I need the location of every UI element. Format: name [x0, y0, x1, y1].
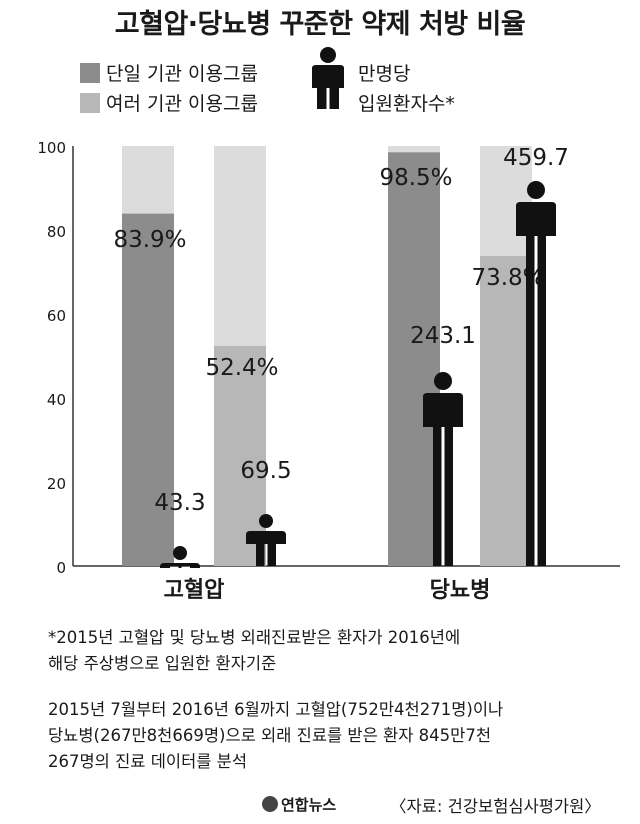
legend-label-patients-line2: 입원환자수*: [358, 93, 455, 115]
patients-value-label: 43.3: [154, 490, 205, 516]
y-tick-label: 80: [47, 223, 66, 241]
legend-swatch-single: [80, 63, 100, 83]
person-icon: [173, 546, 187, 560]
footnote-line2: 해당 주상병으로 입원한 환자기준: [48, 654, 277, 673]
person-icon: [527, 181, 545, 199]
logo-text: 연합뉴스: [281, 796, 337, 814]
person-icon: [434, 372, 452, 390]
person-icon: [259, 514, 273, 528]
legend-label-single: 단일 기관 이용그룹: [106, 63, 258, 85]
person-figure: [160, 563, 200, 568]
x-category-label: 당뇨병: [430, 578, 491, 603]
description-line3: 267명의 진료 데이터를 분석: [48, 752, 248, 771]
patients-value-label: 243.1: [410, 323, 476, 349]
patients-value-label: 69.5: [240, 458, 291, 484]
description-line1: 2015년 7월부터 2016년 6월까지 고혈압(752만4천271명)이나: [48, 700, 504, 719]
person-figure: [423, 393, 463, 566]
chart-title: 고혈압·당뇨병 꾸준한 약제 처방 비율: [114, 9, 526, 40]
footnote-line1: *2015년 고혈압 및 당뇨병 외래진료받은 환자가 2016년에: [48, 628, 461, 647]
bar-chart: 0 20 40 60 80 100 83.9% 43.3 52.4% 69.5 고혈압 98.5% 24…: [37, 139, 620, 603]
bar-value-label: 52.4%: [205, 355, 278, 381]
bar-value-label: 83.9%: [113, 227, 186, 253]
x-category-label: 고혈압: [164, 578, 225, 603]
bar-value-label: 98.5%: [379, 165, 452, 191]
y-tick-label: 0: [56, 559, 66, 577]
logo-icon: [262, 796, 278, 812]
y-tick-label: 20: [47, 475, 66, 493]
description-line2: 당뇨병(267만8천669명)으로 외래 진료를 받은 환자 845만7천: [48, 726, 491, 745]
publisher-logo: 연합뉴스: [262, 794, 336, 815]
bar-multi: [480, 256, 532, 566]
y-tick-label: 60: [47, 307, 66, 325]
source-text: 〈자료: 건강보험심사평가원〉: [390, 797, 601, 816]
y-tick-label: 100: [37, 139, 66, 157]
bar-multi: [214, 345, 266, 566]
patients-value-label: 459.7: [503, 145, 569, 171]
y-tick-label: 40: [47, 391, 66, 409]
legend-label-patients-line1: 만명당: [358, 63, 411, 85]
bar-single: [388, 152, 440, 567]
bar-single: [122, 213, 174, 566]
person-figure: [516, 202, 556, 566]
legend-person-icon: [312, 47, 344, 109]
person-figure: [246, 531, 286, 566]
legend-label-multi: 여러 기관 이용그룹: [106, 93, 258, 115]
legend-swatch-multi: [80, 93, 100, 113]
